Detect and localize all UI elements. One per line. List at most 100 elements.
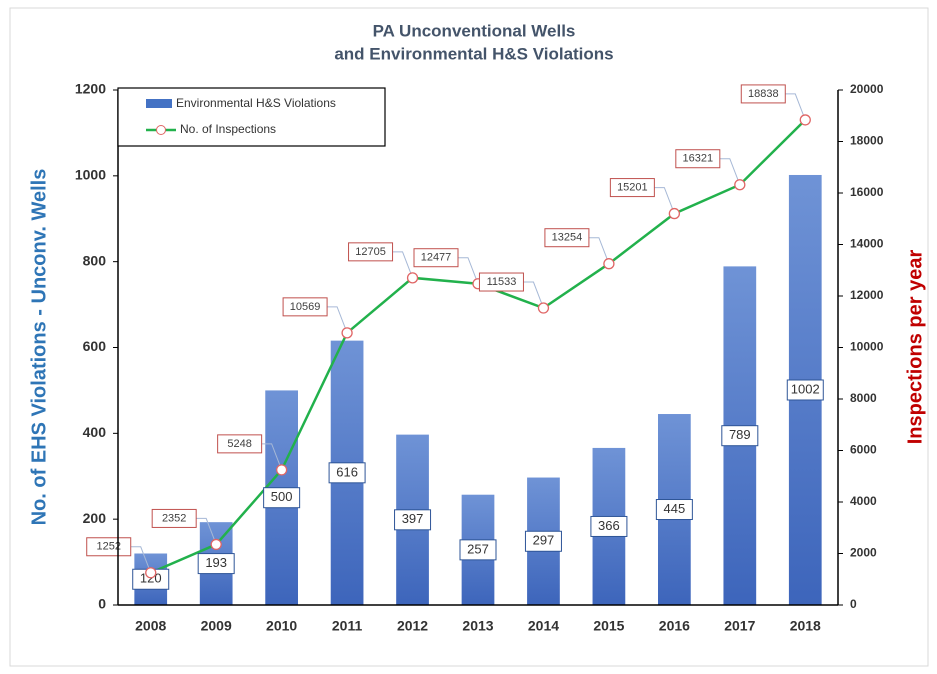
bar-label: 297 bbox=[533, 533, 555, 548]
line-label: 10569 bbox=[290, 301, 321, 313]
leader-line bbox=[196, 517, 217, 545]
line-label-box bbox=[413, 248, 459, 268]
line-marker bbox=[537, 302, 550, 314]
bar-label-box bbox=[263, 487, 301, 509]
y2-tick-label: 2000 bbox=[850, 546, 877, 560]
leader-line bbox=[785, 93, 806, 121]
y2-tick-label: 10000 bbox=[850, 340, 884, 354]
x-tick-label: 2010 bbox=[266, 618, 297, 634]
leader-line bbox=[261, 443, 283, 471]
line-label-box bbox=[675, 149, 721, 169]
leader-line bbox=[327, 306, 348, 334]
leader-line bbox=[523, 281, 544, 309]
line-label-box bbox=[740, 84, 786, 104]
bar-label-box bbox=[328, 462, 366, 484]
bar-label-box bbox=[524, 530, 562, 552]
y2-tick-label: 12000 bbox=[850, 288, 884, 302]
legend-label: Environmental H&S Violations bbox=[176, 96, 336, 110]
y2-tick-label: 0 bbox=[850, 597, 857, 611]
line-label-box bbox=[217, 434, 263, 454]
x-tick-label: 2013 bbox=[462, 618, 493, 634]
legend-marker bbox=[156, 125, 166, 135]
bar-label-box bbox=[394, 509, 432, 531]
y-tick-label: 1000 bbox=[75, 167, 106, 183]
y-tick-label: 400 bbox=[83, 424, 107, 440]
line-label-box bbox=[609, 178, 655, 198]
line-label-box bbox=[478, 272, 524, 292]
line-label: 12477 bbox=[421, 252, 452, 264]
bar-label: 257 bbox=[467, 541, 489, 556]
x-tick-label: 2017 bbox=[724, 618, 755, 634]
bar-label-box bbox=[197, 553, 235, 575]
legend-box bbox=[117, 87, 386, 147]
x-tick-label: 2009 bbox=[201, 618, 232, 634]
line-marker bbox=[145, 567, 157, 579]
leader-line bbox=[588, 237, 610, 264]
line-label: 5248 bbox=[227, 438, 251, 450]
y-axis-title: No. of EHS Violations - Unconv. Wells bbox=[28, 169, 50, 526]
leader-line bbox=[719, 158, 741, 185]
y-tick-label: 200 bbox=[83, 510, 107, 526]
line-label-box bbox=[348, 242, 394, 262]
line-label-box bbox=[544, 228, 590, 248]
line-marker bbox=[799, 114, 811, 126]
y2-tick-label: 4000 bbox=[850, 494, 877, 508]
leader-line bbox=[654, 187, 675, 214]
x-tick-label: 2015 bbox=[593, 618, 624, 634]
x-tick-label: 2014 bbox=[528, 618, 559, 634]
chart-title: PA Unconventional Wells bbox=[373, 21, 576, 40]
line-label-box bbox=[282, 297, 328, 317]
bar-label-box bbox=[459, 539, 497, 561]
leader-line bbox=[392, 251, 414, 279]
x-tick-label: 2008 bbox=[135, 618, 166, 634]
chart-title: and Environmental H&S Violations bbox=[334, 44, 613, 63]
line-label: 2352 bbox=[162, 512, 186, 524]
bar-label: 397 bbox=[402, 511, 424, 526]
y-tick-label: 1200 bbox=[75, 81, 106, 97]
bar-label-box bbox=[655, 499, 693, 521]
y-tick-label: 0 bbox=[98, 596, 106, 612]
line-label: 16321 bbox=[683, 153, 714, 165]
bar-label-box bbox=[786, 379, 824, 401]
y2-tick-label: 8000 bbox=[850, 391, 877, 405]
y-tick-label: 800 bbox=[83, 252, 107, 268]
line-label: 18838 bbox=[748, 88, 779, 100]
bar-label: 616 bbox=[336, 464, 358, 479]
line-marker bbox=[210, 538, 222, 551]
line-marker bbox=[406, 272, 419, 284]
legend-swatch bbox=[146, 99, 172, 108]
bar-label: 445 bbox=[664, 501, 686, 516]
y2-axis-title: Inspections per year bbox=[904, 250, 926, 445]
bar-label: 1002 bbox=[791, 381, 820, 396]
line-marker bbox=[275, 464, 288, 476]
y2-tick-label: 16000 bbox=[850, 185, 884, 199]
line-marker bbox=[668, 207, 681, 220]
line-marker bbox=[603, 258, 615, 270]
line-label-box bbox=[86, 537, 132, 557]
line-label: 13254 bbox=[552, 232, 583, 244]
y2-tick-label: 20000 bbox=[850, 82, 884, 96]
bar-label: 500 bbox=[271, 489, 293, 504]
leader-line bbox=[458, 257, 479, 284]
x-tick-label: 2012 bbox=[397, 618, 428, 634]
y2-tick-label: 6000 bbox=[850, 443, 877, 457]
bar-label: 789 bbox=[729, 427, 751, 442]
chart-frame bbox=[9, 7, 929, 667]
line-label: 12705 bbox=[355, 246, 386, 258]
y-tick-label: 600 bbox=[83, 338, 107, 354]
line-marker bbox=[341, 327, 353, 339]
x-tick-label: 2018 bbox=[790, 618, 821, 634]
bar-label-box bbox=[721, 425, 759, 447]
legend-label: No. of Inspections bbox=[180, 122, 276, 136]
leader-line bbox=[130, 546, 152, 573]
line-label: 1252 bbox=[96, 541, 120, 553]
x-tick-label: 2011 bbox=[332, 618, 363, 634]
y2-tick-label: 14000 bbox=[850, 237, 884, 251]
y2-tick-label: 18000 bbox=[850, 134, 884, 148]
line-label-box bbox=[151, 508, 197, 528]
bar-label: 193 bbox=[205, 555, 227, 570]
bar-label: 366 bbox=[598, 518, 620, 533]
line-label: 11533 bbox=[487, 276, 517, 288]
